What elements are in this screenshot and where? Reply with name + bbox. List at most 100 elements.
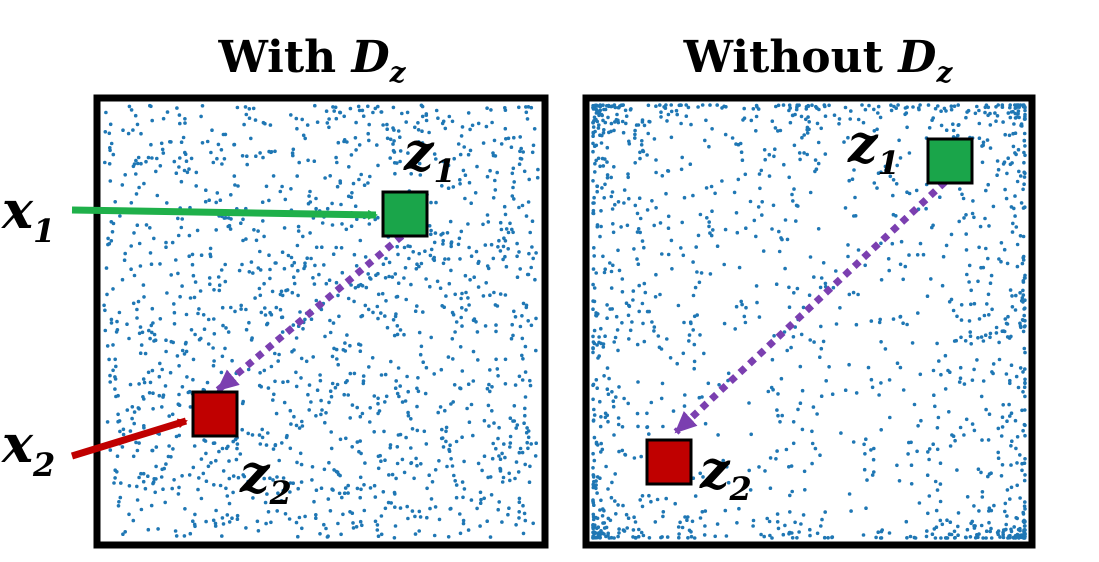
scatter-point: [969, 288, 973, 293]
scatter-point: [297, 426, 302, 430]
scatter-point: [669, 109, 674, 114]
scatter-point: [878, 317, 882, 322]
scatter-point: [274, 411, 279, 416]
scatter-point: [383, 276, 388, 280]
scatter-point: [1022, 307, 1026, 311]
scatter-point: [839, 431, 843, 435]
scatter-point: [965, 527, 970, 532]
scatter-point: [148, 380, 153, 385]
scatter-point: [606, 392, 611, 397]
scatter-point: [710, 209, 714, 213]
scatter-point: [244, 526, 248, 530]
scatter-point: [986, 438, 991, 442]
scatter-point: [278, 189, 283, 194]
scatter-point: [534, 348, 538, 353]
scatter-point: [800, 388, 805, 393]
scatter-point: [652, 137, 657, 141]
scatter-point: [450, 464, 455, 468]
scatter-point: [1002, 247, 1007, 252]
scatter-point: [953, 438, 957, 443]
scatter-point: [157, 393, 162, 398]
scatter-point: [916, 311, 920, 315]
scatter-point: [209, 150, 213, 155]
scatter-point: [815, 531, 820, 536]
scatter-point: [392, 536, 397, 540]
scatter-point: [228, 227, 233, 231]
scatter-point: [1021, 255, 1025, 260]
scatter-point: [933, 479, 938, 484]
scatter-point: [137, 475, 141, 480]
scatter-point: [395, 332, 400, 337]
scatter-point: [870, 473, 875, 477]
scatter-point: [415, 262, 419, 267]
scatter-point: [176, 271, 180, 276]
arrow-x1-to-z1: [71, 206, 378, 220]
scatter-point: [328, 389, 333, 394]
scatter-point: [640, 239, 645, 243]
scatter-point: [605, 173, 610, 177]
scatter-point: [591, 512, 596, 517]
scatter-point: [394, 312, 398, 316]
scatter-point: [424, 113, 429, 117]
scatter-point: [605, 413, 610, 418]
scatter-point: [294, 370, 298, 375]
scatter-point: [189, 328, 194, 332]
scatter-point: [518, 149, 522, 154]
scatter-point: [1003, 187, 1007, 192]
scatter-point: [933, 106, 938, 111]
scatter-point: [214, 228, 218, 232]
scatter-point: [782, 162, 786, 167]
scatter-point: [1018, 366, 1023, 370]
scatter-point: [148, 103, 152, 108]
scatter-point: [424, 118, 429, 123]
scatter-point: [207, 276, 212, 280]
scatter-point: [852, 214, 856, 218]
scatter-point: [421, 310, 425, 314]
scatter-point: [800, 135, 804, 140]
scatter-point: [367, 222, 372, 226]
scatter-point: [904, 519, 909, 524]
scatter-point: [497, 454, 501, 458]
scatter-point: [334, 347, 339, 352]
scatter-point: [598, 533, 602, 537]
scatter-point: [888, 174, 893, 179]
scatter-point: [500, 480, 505, 484]
scatter-point: [277, 458, 282, 463]
scatter-point: [608, 307, 612, 311]
scatter-point: [623, 453, 628, 457]
scatter-point: [376, 454, 381, 459]
scatter-point: [605, 104, 609, 108]
scatter-point: [645, 208, 650, 212]
scatter-point: [268, 267, 272, 272]
scatter-point: [600, 133, 604, 138]
scatter-point: [366, 104, 370, 109]
scatter-point: [976, 279, 980, 284]
scatter-point: [853, 195, 857, 200]
scatter-point: [406, 410, 410, 415]
scatter-point: [400, 400, 405, 404]
scatter-point: [997, 357, 1002, 362]
scatter-point: [708, 272, 713, 276]
scatter-point: [340, 270, 345, 275]
scatter-point: [180, 348, 185, 353]
scatter-point: [813, 158, 818, 162]
scatter-point: [979, 265, 983, 270]
scatter-point: [108, 179, 113, 183]
scatter-point: [314, 196, 318, 201]
scatter-point: [790, 536, 795, 540]
scatter-point: [185, 375, 189, 379]
scatter-point: [432, 533, 437, 538]
scatter-point: [398, 159, 402, 164]
scatter-point: [360, 108, 365, 113]
scatter-point: [191, 465, 196, 470]
scatter-point: [878, 536, 883, 540]
scatter-point: [976, 336, 980, 340]
scatter-point: [113, 375, 117, 379]
scatter-point: [772, 334, 776, 338]
scatter-point: [189, 156, 194, 161]
scatter-point: [261, 219, 265, 223]
scatter-point: [309, 256, 313, 261]
scatter-point: [658, 221, 663, 225]
scatter-point: [268, 276, 272, 281]
scatter-point: [879, 241, 883, 246]
